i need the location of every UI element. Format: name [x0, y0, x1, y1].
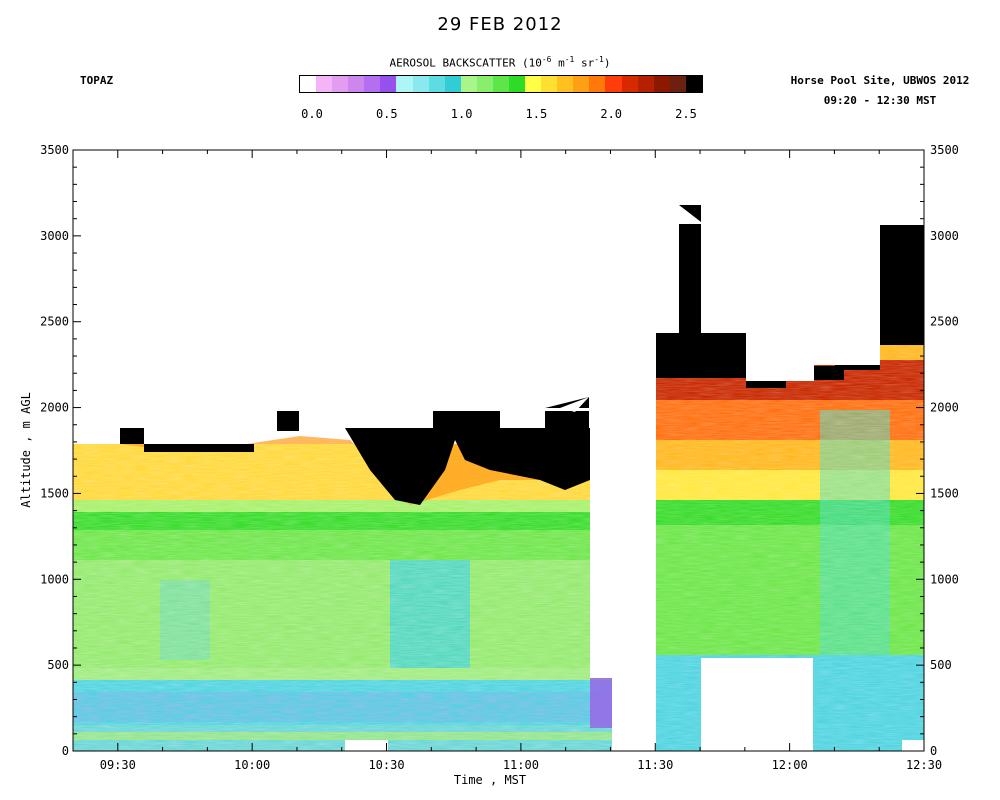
plot-frame [72, 149, 925, 752]
r-black-3 [746, 378, 786, 388]
site-label: Horse Pool Site, UBWOS 2012 [790, 74, 970, 87]
above-data-left [73, 150, 590, 411]
x-tick-label: 11:30 [637, 758, 673, 772]
heatmap-segment-left [73, 408, 616, 751]
above-data-left-3 [299, 411, 433, 428]
data-gap-main-low [612, 678, 656, 751]
r-gap-corner [902, 740, 924, 751]
r-gap-top-4 [701, 225, 746, 333]
colorbar-swatch [685, 76, 702, 92]
black-step-5 [277, 411, 299, 431]
black-step-3 [120, 428, 144, 444]
colorbar [299, 75, 703, 93]
colorbar-swatch [348, 76, 365, 92]
r-black-6 [880, 225, 924, 345]
colorbar-swatch [621, 76, 638, 92]
colorbar-swatch [460, 76, 477, 92]
colorbar-swatch [412, 76, 429, 92]
colorbar-title: AEROSOL BACKSCATTER (10-6 m-1 sr-1) [389, 55, 611, 70]
instrument-label: TOPAZ [80, 74, 114, 87]
data-gap-main [590, 150, 656, 678]
time-range-label: 09:20 - 12:30 MST [823, 94, 937, 107]
colorbar-swatch [332, 76, 349, 92]
black-step-2 [545, 408, 589, 433]
y-tick-label-right: 2000 [930, 401, 959, 415]
colorbar-swatch [364, 76, 381, 92]
heatmap-segment-right [656, 150, 924, 751]
r-black-2 [679, 224, 701, 334]
y-tick-label-right: 3500 [930, 143, 959, 157]
colorbar-swatch [653, 76, 670, 92]
colorbar-swatch [525, 76, 542, 92]
x-tick-label: 12:00 [772, 758, 808, 772]
colorbar-tick-label: 2.5 [675, 107, 697, 121]
colorbar-swatch [605, 76, 622, 92]
y-tick-label-left: 1000 [40, 572, 69, 586]
y-tick-label-left: 500 [47, 658, 69, 672]
heatmap [73, 150, 924, 751]
colorbar-swatch [492, 76, 510, 92]
orange-cap-left [73, 436, 590, 505]
colorbar-tick-label: 2.0 [600, 107, 623, 121]
x-tick-label: 09:30 [100, 758, 136, 772]
x-tick-label: 10:00 [234, 758, 270, 772]
y-tick-label-right: 500 [930, 658, 952, 672]
page-title: 29 FEB 2012 [437, 14, 563, 35]
y-axis-label: Altitude , m AGL [19, 392, 33, 508]
y-tick-label-right: 1500 [930, 486, 959, 500]
y-tick-label-left: 3000 [40, 229, 69, 243]
colorbar-swatch [316, 76, 333, 92]
colorbar-tick-label: 0.5 [375, 107, 398, 121]
r-black-1 [656, 333, 746, 378]
colorbar-swatch [444, 76, 461, 92]
y-tick-label-right: 0 [930, 744, 937, 758]
x-axis-label: Time , MST [454, 773, 526, 787]
y-tick-label-left: 2000 [40, 401, 69, 415]
above-data-left-5 [73, 428, 120, 444]
colorbar-swatch [557, 76, 574, 92]
colorbar-swatch [300, 76, 317, 92]
r-gap-top-2 [701, 150, 924, 225]
y-tick-label-right: 1000 [930, 572, 959, 586]
r-gap-low [701, 658, 813, 751]
colorbar-swatch [476, 76, 493, 92]
black-step-1 [433, 411, 500, 431]
y-tick-label-right: 2500 [930, 315, 959, 329]
colorbar-swatch [637, 76, 654, 92]
y-tick-label-left: 1500 [40, 486, 69, 500]
above-data-left-2 [73, 411, 277, 428]
x-tick-label: 11:00 [503, 758, 539, 772]
colorbar-swatch [509, 76, 526, 92]
r-black-tip [679, 205, 701, 222]
black-region-left [345, 428, 590, 505]
colorbar-swatch [589, 76, 606, 92]
white-wedge [560, 397, 589, 412]
colorbar-tick-label: 1.5 [525, 107, 548, 121]
r-gap-top-3 [656, 150, 679, 333]
streak-texture-left [73, 444, 616, 751]
y-tick-label-left: 2500 [40, 315, 69, 329]
right-edge-purple [590, 678, 612, 728]
colorbar-swatch [396, 76, 413, 92]
colorbar-swatch [669, 76, 686, 92]
colorbar-swatch [380, 76, 397, 92]
colorbar-swatch [541, 76, 558, 92]
colorbar-swatch [573, 76, 590, 92]
above-data-left-4 [500, 411, 545, 428]
colorbar-swatch [428, 76, 445, 92]
r-gap-top-5 [786, 225, 880, 365]
x-tick-label: 12:30 [906, 758, 942, 772]
surface-gap [345, 740, 388, 751]
colorbar-tick-label: 0.0 [301, 107, 323, 121]
y-tick-label-left: 0 [62, 744, 69, 758]
y-tick-label-left: 3500 [40, 143, 69, 157]
black-step-4 [144, 444, 254, 452]
axis-ticks: 0 0 500 500 1000 1000 1500 1500 2000 2000 2500 2500… [40, 143, 959, 772]
y-tick-label-right: 3000 [930, 229, 959, 243]
x-tick-label: 10:30 [368, 758, 404, 772]
colorbar-tick-label: 1.0 [450, 107, 473, 121]
